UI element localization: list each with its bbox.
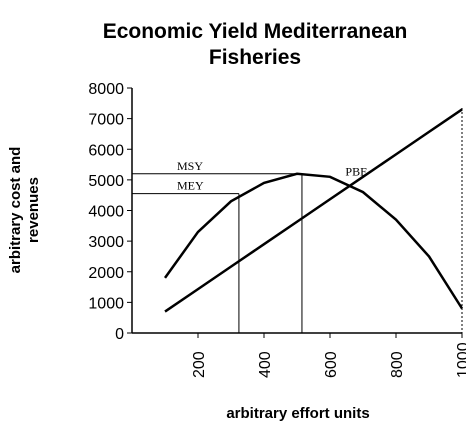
x-tick-label: 200 xyxy=(191,351,208,378)
line-series xyxy=(164,108,463,313)
y-tick-label: 3000 xyxy=(88,234,124,251)
y-tick-label: 7000 xyxy=(88,112,124,129)
x-axis-label: arbitrary effort units xyxy=(226,405,369,422)
annotation: MSY xyxy=(177,159,203,173)
annotation: PBE xyxy=(345,164,367,178)
y-tick-label: 5000 xyxy=(88,173,124,190)
y-axis-label: revenues xyxy=(25,177,42,243)
y-tick-label: 6000 xyxy=(88,142,124,159)
y-tick-label: 4000 xyxy=(88,204,124,221)
annotation: MEY xyxy=(177,179,204,193)
y-tick-label: 1000 xyxy=(88,295,124,312)
chart-title: Fisheries xyxy=(209,46,301,69)
x-tick-label: 400 xyxy=(257,351,274,378)
y-axis-label: arbitrary cost and xyxy=(7,147,24,274)
y-tick-label: 0 xyxy=(115,326,124,343)
line-series xyxy=(163,172,464,310)
y-tick-label: 8000 xyxy=(88,81,124,98)
chart-title: Economic Yield Mediterranean xyxy=(103,20,408,43)
x-tick-label: 800 xyxy=(389,351,406,378)
x-tick-label: 600 xyxy=(323,351,340,378)
y-tick-label: 2000 xyxy=(88,265,124,282)
x-tick-label: 1000 xyxy=(455,342,466,378)
